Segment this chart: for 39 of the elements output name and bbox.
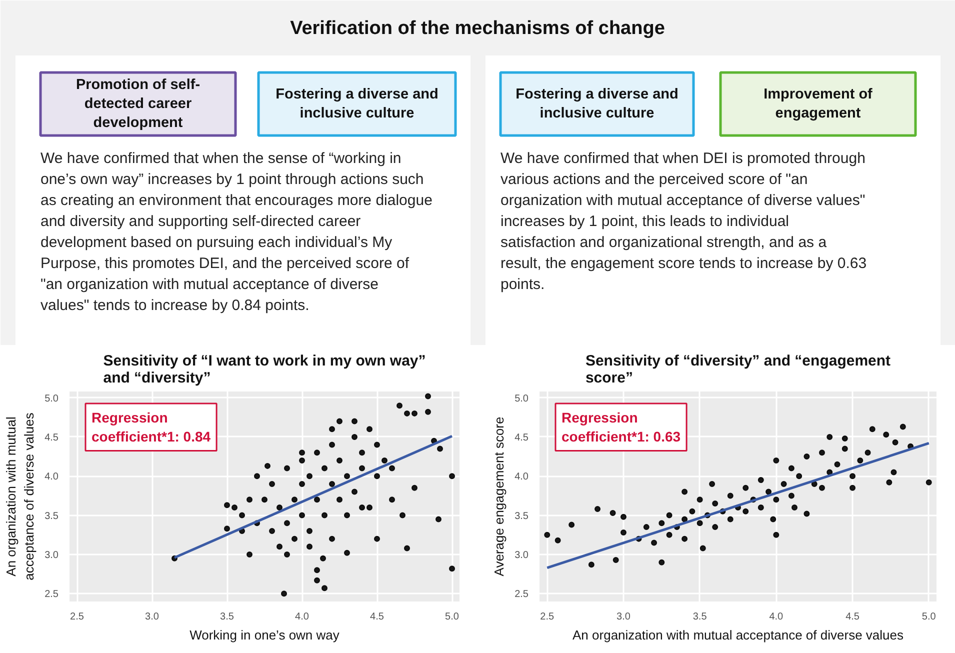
x-tick-label: 2.5 — [540, 612, 555, 622]
y-tick-label: 5.0 — [44, 393, 59, 404]
x-tick-label: 2.5 — [70, 612, 84, 622]
text: Improvement of engagement — [764, 86, 873, 122]
y-axis-title: An organization with mutual acceptance of diverse values — [4, 412, 37, 580]
text: We have confirmed that when the sense of “working in one’s own way” increases by 1 point through actions such as creating an environment that encourages more dialogue and diversity and supporting self-directed career development based on pursuing each individual’s My Purpose, this promotes DEI, and the perceived score of "an organization with mutual acceptance of diverse values" tends to increase by 0.84 points. — [40, 150, 432, 314]
x-axis-title: An organization with mutual acceptance of diverse values — [572, 628, 904, 642]
x-tick-label: 5.0 — [445, 612, 460, 622]
y-tick-label: 3.0 — [514, 550, 529, 561]
y-tick-label: 4.5 — [44, 432, 59, 444]
text: Verification of the mechanisms of change — [290, 18, 665, 39]
text: Fostering a diverse and inclusive culture — [516, 86, 678, 122]
y-tick-label: 4.0 — [514, 472, 529, 483]
x-tick-label: 5.0 — [922, 612, 936, 622]
x-tick-label: 3.5 — [692, 612, 708, 622]
y-tick-label: 4.0 — [44, 472, 59, 483]
y-tick-label: 5.0 — [514, 393, 529, 404]
annotation: Regression coefficient*1: 0.84 — [92, 410, 211, 445]
y-tick-label: 3.5 — [44, 510, 59, 522]
text: We have confirmed that when DEI is promoted through various actions and the perceived score of "an organization with mutual acceptance of diverse values" increases by 1 point, this leads to individual satisfaction and organizational strength, and as a result, the engagement score tends to increase by 0.63 points. — [500, 150, 867, 293]
x-tick-label: 4.0 — [769, 612, 784, 622]
chart-title: Sensitivity of “I want to work in my own way” and “diversity” — [103, 352, 426, 386]
y-tick-label: 3.0 — [44, 550, 59, 561]
x-tick-label: 3.0 — [145, 612, 160, 622]
y-tick-label: 3.5 — [514, 510, 529, 522]
x-axis-title: Working in one’s own way — [190, 628, 340, 642]
text: Promotion of self-detected career development — [76, 77, 200, 131]
y-tick-label: 2.5 — [514, 589, 529, 600]
y-tick-label: 2.5 — [44, 589, 59, 600]
chart-title: Sensitivity of “diversity” and “engagement score” — [585, 352, 891, 386]
text: Fostering a diverse and inclusive culture — [276, 86, 438, 122]
x-tick-label: 4.0 — [295, 612, 310, 622]
x-tick-label: 4.5 — [370, 612, 384, 622]
y-tick-label: 4.5 — [514, 432, 529, 444]
x-tick-label: 3.0 — [616, 612, 631, 622]
y-axis-title: Average engagement score — [492, 416, 507, 576]
x-tick-label: 4.5 — [846, 612, 860, 622]
annotation: Regression coefficient*1: 0.63 — [562, 410, 681, 445]
x-tick-label: 3.5 — [220, 612, 234, 622]
